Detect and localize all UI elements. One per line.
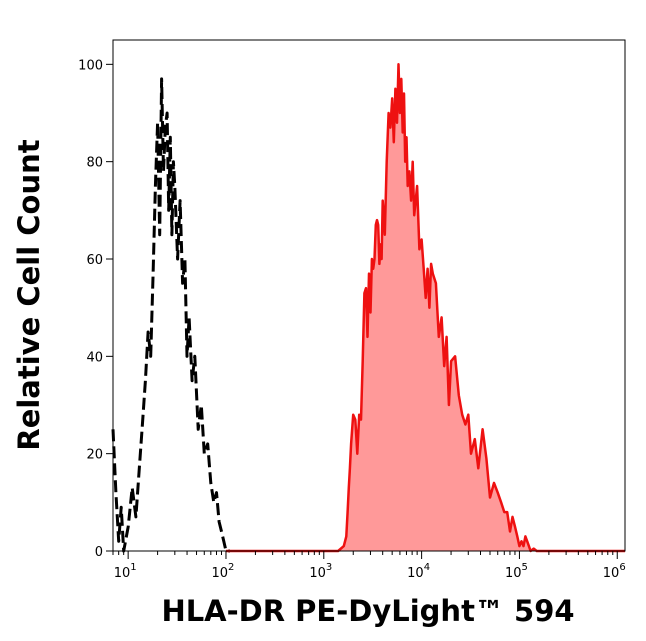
stained-histogram-line — [226, 63, 625, 553]
y-axis-title: Relative Cell Count — [12, 139, 46, 450]
axis-ticks: 0 20 40 60 80 100 101 102 103 104 105 106 — [78, 58, 626, 581]
plot-frame — [112, 39, 626, 552]
x-tick-label: 103 — [309, 562, 332, 581]
stained-histogram-fill — [226, 64, 625, 552]
plot-area — [111, 63, 625, 553]
x-axis-title: HLA-DR PE-DyLight™ 594 — [161, 594, 574, 628]
x-tick-label: 105 — [505, 562, 528, 581]
y-tick-label: 60 — [86, 253, 103, 268]
x-tick-label: 101 — [114, 562, 137, 581]
x-tick-label: 106 — [603, 562, 626, 581]
y-tick-label: 20 — [86, 448, 103, 463]
y-tick-label: 100 — [78, 58, 103, 73]
control-histogram-line — [111, 77, 230, 553]
x-tick-label: 102 — [212, 562, 235, 581]
y-tick-label: 0 — [95, 545, 103, 560]
y-tick-label: 80 — [86, 156, 103, 171]
y-tick-label: 40 — [86, 350, 103, 365]
x-tick-label: 104 — [407, 562, 430, 581]
